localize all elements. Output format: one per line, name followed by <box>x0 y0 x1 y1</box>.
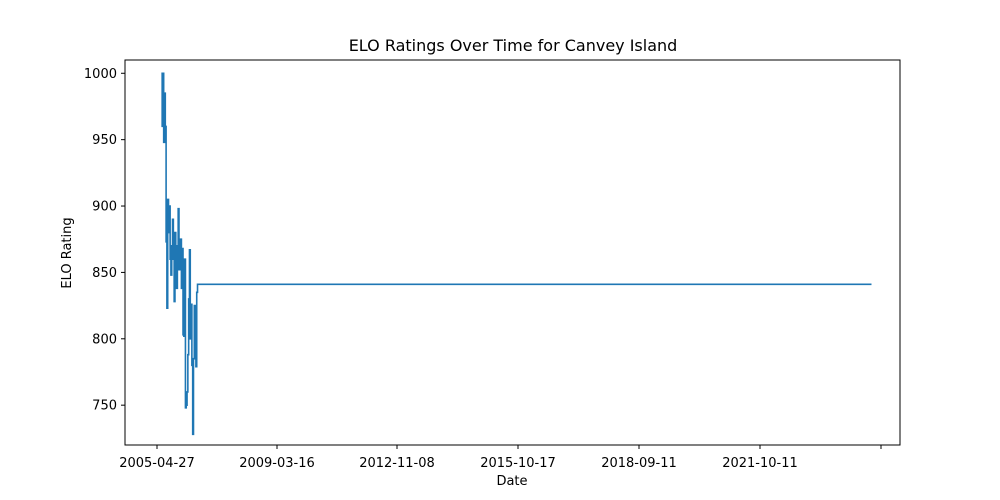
y-tick-label: 1000 <box>84 67 117 82</box>
x-tick-label: 2005-04-27 <box>119 456 195 471</box>
x-axis: 2005-04-27 2009-03-16 2012-11-08 2015-10-17… <box>119 445 882 471</box>
y-tick-label: 900 <box>92 200 117 215</box>
plot-area <box>161 72 872 436</box>
y-axis-label: ELO Rating <box>60 217 75 288</box>
x-tick-label: 2018-09-11 <box>601 456 677 471</box>
series-line-0 <box>161 72 872 436</box>
y-tick-label: 950 <box>92 133 117 148</box>
y-tick-label: 750 <box>92 399 117 414</box>
x-axis-label: Date <box>496 474 527 489</box>
x-tick-label: 2012-11-08 <box>359 456 435 471</box>
chart-title: ELO Ratings Over Time for Canvey Island <box>349 36 678 55</box>
y-axis: 750 800 850 900 950 1000 <box>84 67 125 414</box>
plot-frame <box>124 59 901 446</box>
y-tick-label: 850 <box>92 266 117 281</box>
x-tick-label: 2021-10-11 <box>722 456 798 471</box>
y-tick-label: 800 <box>92 332 117 347</box>
x-tick-label: 2015-10-17 <box>480 456 556 471</box>
x-tick-label: 2009-03-16 <box>239 456 315 471</box>
